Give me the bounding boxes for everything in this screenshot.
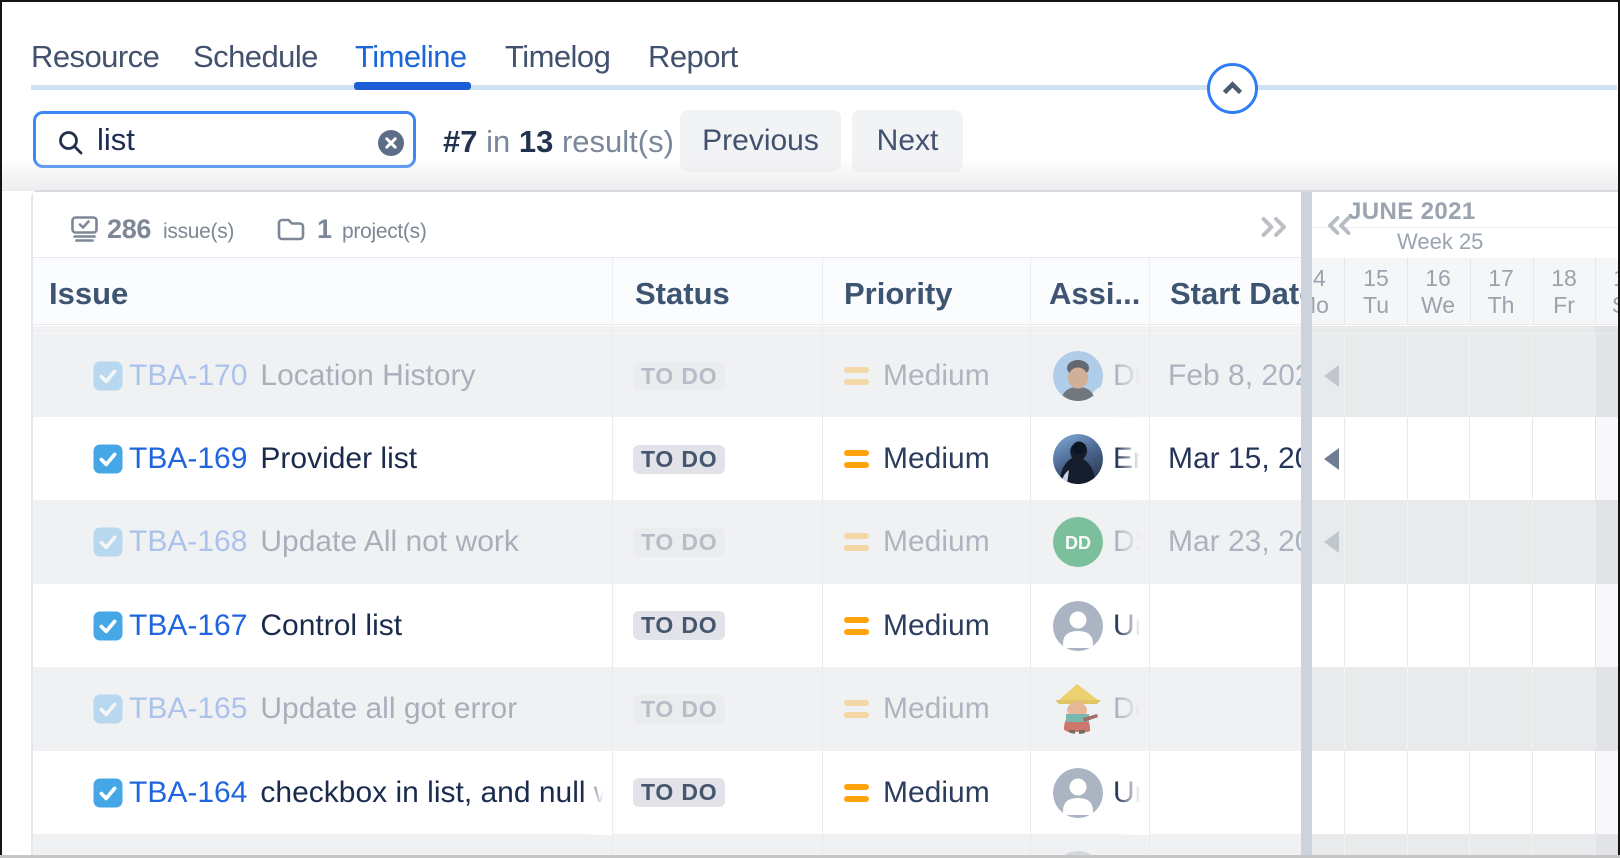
svg-text:DD: DD	[1065, 533, 1091, 553]
